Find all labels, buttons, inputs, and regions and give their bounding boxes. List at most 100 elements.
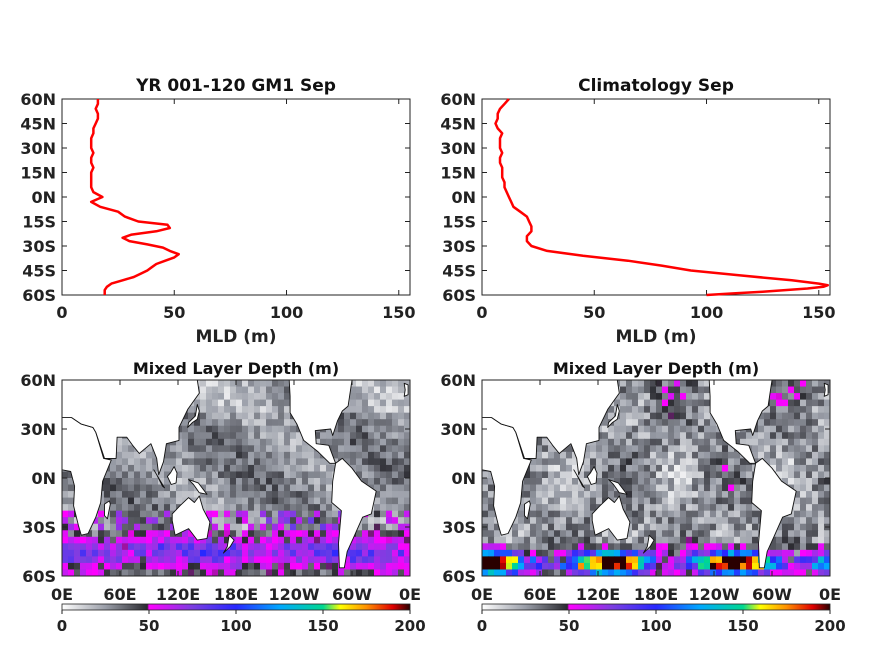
mld-cell: [176, 556, 183, 564]
mld-cell: [800, 497, 807, 505]
mld-cell: [68, 504, 75, 512]
mld-cell: [326, 484, 333, 492]
mld-cell: [230, 569, 237, 576]
mld-cell: [188, 491, 195, 499]
mld-cell: [326, 438, 333, 446]
mld-cell: [254, 523, 261, 531]
mld-cell: [62, 478, 69, 486]
mld-cell: [722, 471, 729, 479]
mld-cell: [554, 543, 561, 551]
mld-cell: [650, 393, 657, 401]
mld-cell: [308, 484, 315, 492]
mld-cell: [176, 543, 183, 551]
panel1-xtick-label: 150: [382, 303, 415, 322]
mld-cell: [554, 536, 561, 544]
mld-cell: [242, 406, 249, 414]
mld-cell: [236, 425, 243, 433]
mld-cell: [728, 458, 735, 466]
mld-cell: [758, 412, 765, 420]
mld-cell: [638, 549, 645, 557]
mld-cell: [236, 484, 243, 492]
mld-cell: [146, 484, 153, 492]
mld-cell: [800, 406, 807, 414]
mld-cell: [566, 458, 573, 466]
mld-cell: [170, 445, 177, 453]
mld-cell: [824, 484, 830, 492]
mld-cell: [62, 517, 69, 525]
mld-cell: [404, 406, 410, 414]
mld-cell: [146, 471, 153, 479]
mld-cell: [620, 497, 627, 505]
mld-cell: [158, 530, 165, 538]
mld-cell: [782, 406, 789, 414]
mld-cell: [734, 569, 741, 576]
mld-cell: [482, 549, 489, 557]
mld-cell: [698, 569, 705, 576]
mld-cell: [218, 386, 225, 394]
mld-cell: [716, 464, 723, 473]
mld-cell: [194, 438, 201, 446]
mld-cell: [644, 406, 651, 414]
mld-cell: [164, 543, 171, 551]
mld-cell: [548, 549, 555, 557]
mld-cell: [242, 523, 249, 531]
mld-cell: [254, 438, 261, 446]
mld-cell: [740, 491, 747, 499]
mld-cell: [110, 530, 117, 538]
mld-cell: [746, 569, 753, 576]
mld-cell: [326, 432, 333, 440]
mld-cell: [164, 464, 171, 473]
mld-cell: [314, 504, 321, 512]
mld-cell: [398, 569, 405, 576]
mld-cell: [266, 458, 273, 466]
mld-cell: [308, 504, 315, 512]
mld-cell: [554, 562, 561, 571]
mld-cell: [686, 386, 693, 394]
mld-cell: [374, 438, 381, 446]
mld-cell: [536, 451, 543, 459]
mld-cell: [524, 556, 531, 564]
mld-cell: [374, 549, 381, 557]
mld-cell: [602, 536, 609, 544]
mld-cell: [260, 549, 267, 557]
mld-cell: [620, 451, 627, 459]
mld-cell: [620, 543, 627, 551]
mld-cell: [488, 497, 495, 505]
mld-cell: [374, 419, 381, 427]
mld-cell: [572, 523, 579, 531]
mld-cell: [722, 504, 729, 512]
mld-cell: [212, 438, 219, 446]
mld-cell: [326, 556, 333, 564]
mld-cell: [314, 569, 321, 576]
mld-cell: [62, 471, 69, 479]
mld-cell: [134, 510, 141, 518]
mld-cell: [200, 425, 207, 433]
mld-cell: [110, 536, 117, 544]
mld-cell: [170, 543, 177, 551]
mld-cell: [134, 491, 141, 499]
mld-cell: [752, 569, 759, 576]
mld-cell: [812, 464, 819, 473]
mld-cell: [620, 432, 627, 440]
mld-cell: [650, 432, 657, 440]
mld-cell: [248, 491, 255, 499]
mld-cell: [596, 464, 603, 473]
mld-cell: [806, 458, 813, 466]
panel1-ytick-label: 30N: [20, 139, 56, 158]
mld-cell: [254, 386, 261, 394]
mld-cell: [62, 504, 69, 512]
mld-cell: [710, 510, 717, 518]
mld-cell: [704, 556, 711, 564]
mld-cell: [176, 445, 183, 453]
mld-cell: [368, 386, 375, 394]
mld-cell: [746, 504, 753, 512]
mld-cell: [788, 412, 795, 420]
mld-cell: [662, 484, 669, 492]
mld-cell: [626, 412, 633, 420]
mld-cell: [206, 484, 213, 492]
mld-cell: [662, 504, 669, 512]
mld-cell: [374, 445, 381, 453]
mld-cell: [404, 419, 410, 427]
mld-cell: [734, 484, 741, 492]
mld-cell: [488, 491, 495, 499]
